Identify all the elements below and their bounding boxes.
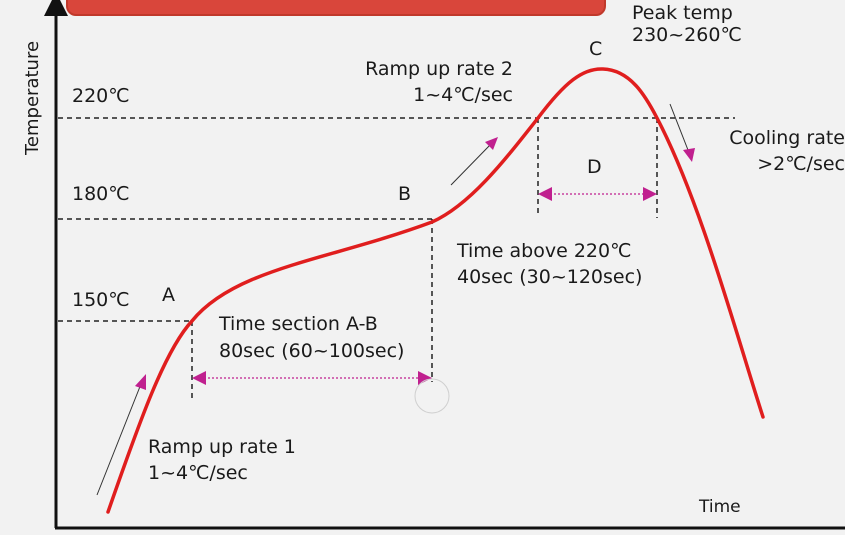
- cooling-rate: >2℃/sec: [757, 153, 845, 175]
- ramp2-arrow-head: [485, 137, 498, 150]
- cursor-circle: [414, 378, 450, 414]
- d-arrow-left: [538, 187, 552, 201]
- ramp1-arrow-line: [96, 383, 142, 496]
- time-section-value: 80sec (60~100sec): [219, 340, 405, 362]
- reflow-curve: [106, 67, 765, 514]
- point-c-label: C: [589, 38, 603, 60]
- point-d-label: D: [587, 156, 602, 178]
- temp-150-label: 150℃: [72, 289, 130, 311]
- peak-temp-title: Peak temp: [632, 2, 733, 24]
- ramp1-rate: 1~4℃/sec: [148, 462, 248, 484]
- time-section-title: Time section A-B: [219, 313, 378, 335]
- d-arrow-right: [643, 187, 657, 201]
- ramp1-title: Ramp up rate 1: [148, 436, 296, 458]
- ramp2-arrow-line: [450, 143, 492, 186]
- ramp2-title: Ramp up rate 2: [365, 58, 513, 80]
- y-axis-label: Temperature: [22, 40, 43, 155]
- ramp2-rate: 1~4℃/sec: [413, 84, 513, 106]
- time-above-value: 40sec (30~120sec): [457, 266, 643, 288]
- temp-220-label: 220℃: [72, 85, 130, 107]
- point-b-label: B: [398, 183, 412, 205]
- time-above-title: Time above 220℃: [457, 240, 632, 262]
- x-axis-label: Time: [699, 497, 741, 517]
- point-a-label: A: [162, 284, 175, 306]
- cooling-title: Cooling rate: [729, 127, 845, 149]
- ramp1-arrow-head: [135, 374, 146, 390]
- cooling-arrow-line: [669, 103, 689, 151]
- time-section-arrow-left: [192, 371, 206, 385]
- time-section-arrow-right: [418, 371, 432, 385]
- temp-180-label: 180℃: [72, 183, 130, 205]
- cooling-arrow-head: [683, 148, 695, 162]
- peak-temp-range: 230~260℃: [632, 24, 742, 46]
